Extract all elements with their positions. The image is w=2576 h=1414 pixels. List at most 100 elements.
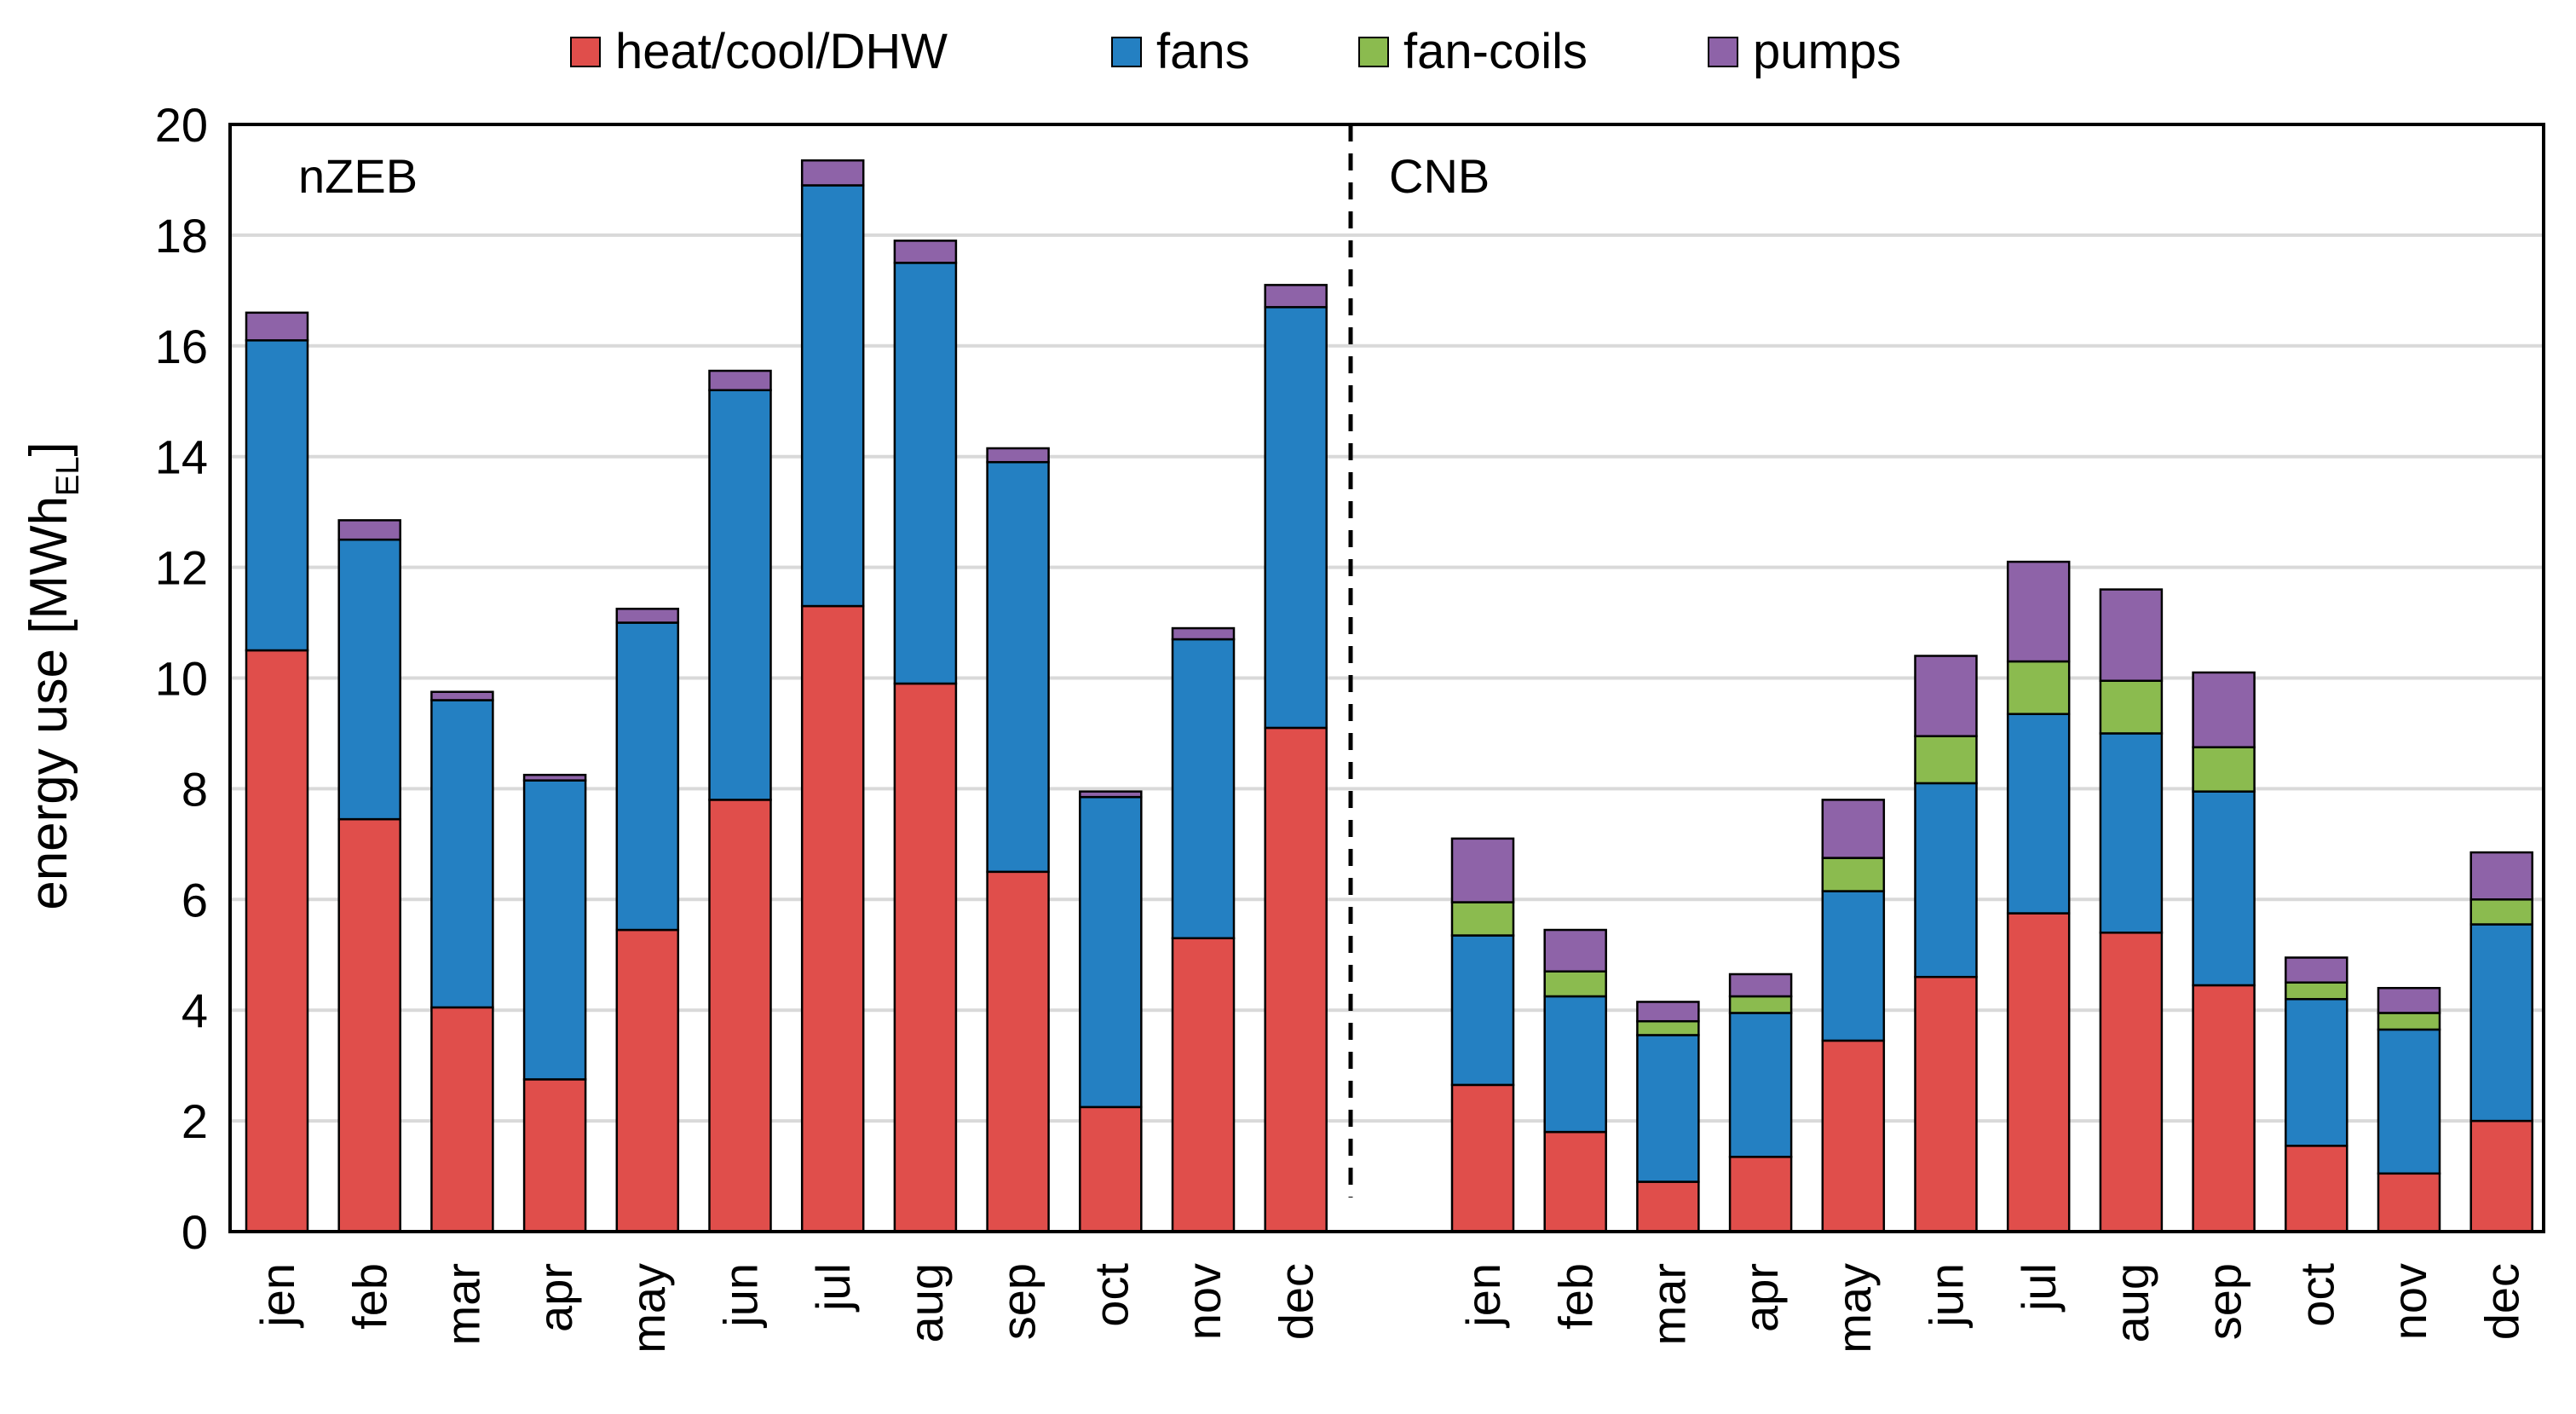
bar-segment-cnb-dec-heat-cool-dhw	[2469, 1119, 2533, 1233]
bar-segment-cnb-nov-heat-cool-dhw	[2377, 1172, 2441, 1233]
y-axis-title-main: energy use [MWh	[20, 496, 78, 910]
bar-segment-cnb-aug-pumps	[2099, 588, 2164, 682]
bar-segment-cnb-jul-fan-coils	[2006, 660, 2071, 715]
y-axis-title-suffix: ]	[20, 442, 78, 456]
bar-segment-nzeb-jun-fans	[708, 389, 772, 801]
bar-segment-cnb-jen-pumps	[1450, 837, 1515, 903]
bar-segment-nzeb-apr-pumps	[522, 773, 587, 782]
y-tick-label: 2	[182, 1094, 208, 1148]
bar-segment-nzeb-nov-fans	[1171, 638, 1236, 940]
x-tick-label: may	[1827, 1263, 1881, 1353]
bar-segment-cnb-feb-pumps	[1543, 928, 1607, 972]
bar-segment-nzeb-oct-pumps	[1079, 790, 1143, 799]
bar-segment-cnb-may-fan-coils	[1821, 857, 1886, 892]
bar-segment-nzeb-apr-heat-cool-dhw	[522, 1078, 587, 1233]
group-label-nzeb: nZEB	[298, 149, 418, 203]
bar-segment-nzeb-sep-pumps	[986, 447, 1050, 464]
y-tick-label: 10	[155, 652, 208, 706]
bar-segment-nzeb-nov-pumps	[1171, 626, 1236, 641]
bar-segment-cnb-jun-heat-cool-dhw	[1914, 975, 1978, 1233]
bar-segment-nzeb-dec-pumps	[1264, 284, 1328, 309]
legend-label: fans	[1156, 24, 1250, 79]
bar-segment-cnb-oct-pumps	[2285, 956, 2348, 984]
y-tick-label: 0	[182, 1205, 208, 1259]
x-tick-label: mar	[1641, 1263, 1695, 1345]
bar-segment-cnb-jen-fan-coils	[1450, 901, 1515, 937]
bar-segment-nzeb-feb-heat-cool-dhw	[337, 817, 401, 1233]
x-tick-label: apr	[1734, 1263, 1788, 1332]
y-tick-label: 8	[182, 762, 208, 816]
x-tick-label: nov	[1177, 1263, 1230, 1340]
bar-segment-nzeb-dec-fans	[1264, 306, 1328, 730]
bar-segment-cnb-jul-pumps	[2006, 560, 2071, 663]
bar-segment-cnb-dec-fan-coils	[2469, 898, 2533, 926]
bar-segment-nzeb-jen-fans	[245, 339, 309, 652]
bar-segment-cnb-may-fans	[1821, 890, 1886, 1042]
group-label-cnb: CNB	[1389, 149, 1490, 203]
legend-label: fan-coils	[1403, 24, 1588, 79]
bar-segment-cnb-oct-heat-cool-dhw	[2285, 1145, 2348, 1233]
plot-frame	[228, 123, 2545, 1233]
bar-segment-cnb-dec-fans	[2469, 923, 2533, 1123]
x-tick-label: jun	[1920, 1263, 1974, 1329]
bar-segment-cnb-sep-fan-coils	[2192, 746, 2256, 793]
y-tick-label: 14	[155, 430, 208, 484]
y-tick-label: 20	[155, 98, 208, 152]
bar-segment-cnb-apr-pumps	[1728, 972, 1793, 998]
bar-segment-cnb-jun-fans	[1914, 782, 1978, 978]
bar-segment-nzeb-dec-heat-cool-dhw	[1264, 726, 1328, 1233]
x-tick-label: feb	[343, 1263, 397, 1330]
bar-segment-nzeb-jen-pumps	[245, 311, 309, 342]
bar-segment-cnb-oct-fan-coils	[2285, 981, 2348, 1001]
bar-segment-cnb-jen-heat-cool-dhw	[1450, 1083, 1515, 1233]
bar-segment-nzeb-jul-heat-cool-dhw	[800, 604, 865, 1233]
gridlines	[230, 233, 2544, 1123]
bar-segment-cnb-may-heat-cool-dhw	[1821, 1039, 1886, 1233]
bar-segment-nzeb-may-heat-cool-dhw	[615, 928, 680, 1233]
bar-segment-cnb-may-pumps	[1821, 799, 1886, 859]
bar-segment-nzeb-may-pumps	[615, 608, 680, 624]
bar-segment-cnb-apr-heat-cool-dhw	[1728, 1156, 1793, 1233]
bar-segment-cnb-nov-pumps	[2377, 986, 2441, 1014]
bar-segment-cnb-jun-pumps	[1914, 655, 1978, 737]
legend-label: heat/cool/DHW	[615, 24, 948, 79]
legend-label: pumps	[1753, 24, 1901, 79]
bar-segment-cnb-feb-heat-cool-dhw	[1543, 1130, 1607, 1233]
legend-swatch-fan-coils	[1358, 37, 1389, 67]
x-tick-label: dec	[1270, 1263, 1323, 1340]
y-tick-label: 6	[182, 873, 208, 926]
bar-segment-nzeb-aug-fans	[893, 262, 958, 685]
legend-swatch-fans	[1111, 37, 1142, 67]
bar-segment-cnb-dec-pumps	[2469, 851, 2533, 901]
bar-segment-nzeb-mar-heat-cool-dhw	[430, 1006, 494, 1233]
bar-segment-cnb-apr-fan-coils	[1728, 995, 1793, 1014]
x-tick-label: oct	[2290, 1263, 2343, 1327]
bar-segment-nzeb-feb-fans	[337, 538, 401, 821]
x-tick-label: jul	[806, 1263, 860, 1313]
bar-segment-nzeb-apr-fans	[522, 779, 587, 1081]
bar-segment-nzeb-sep-fans	[986, 460, 1050, 874]
x-tick-label: nov	[2383, 1263, 2436, 1340]
bar-segment-cnb-aug-heat-cool-dhw	[2099, 932, 2164, 1233]
bar-segment-cnb-oct-fans	[2285, 997, 2348, 1147]
y-axis-ticks: 0 2 4 6 8 10 12 14 16 18 20	[155, 98, 208, 1259]
bar-segment-nzeb-mar-fans	[430, 699, 494, 1009]
bar-segment-nzeb-nov-heat-cool-dhw	[1171, 937, 1236, 1233]
bar-segment-cnb-sep-heat-cool-dhw	[2192, 984, 2256, 1233]
x-tick-label: mar	[435, 1263, 489, 1345]
bar-segment-cnb-aug-fans	[2099, 732, 2164, 934]
bar-segment-cnb-feb-fan-coils	[1543, 970, 1607, 998]
bar-segment-nzeb-aug-heat-cool-dhw	[893, 682, 958, 1233]
bar-segment-cnb-mar-heat-cool-dhw	[1636, 1180, 1700, 1233]
x-tick-label: may	[621, 1263, 675, 1353]
bar-segment-cnb-mar-fans	[1636, 1034, 1700, 1183]
bar-segment-nzeb-oct-fans	[1079, 795, 1143, 1109]
y-tick-label: 12	[155, 541, 208, 595]
x-tick-label: jen	[1456, 1263, 1510, 1329]
bar-segment-nzeb-mar-pumps	[430, 690, 494, 701]
x-tick-label: sep	[2198, 1263, 2251, 1340]
x-tick-label: sep	[992, 1263, 1046, 1340]
x-tick-label: feb	[1549, 1263, 1603, 1330]
x-tick-label: jul	[2012, 1263, 2066, 1313]
